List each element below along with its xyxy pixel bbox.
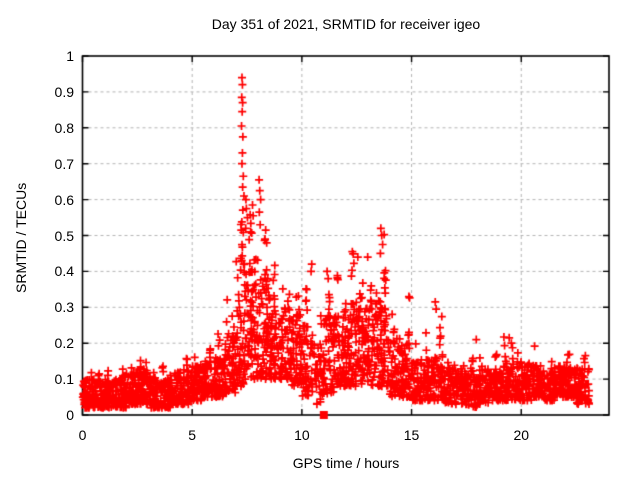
y-tick-label: 1 (66, 48, 74, 64)
y-tick-label: 0.8 (54, 119, 74, 136)
y-tick-label: 0.6 (54, 191, 74, 208)
x-axis-label: GPS time / hours (292, 455, 400, 471)
y-tick-label: 0.2 (54, 335, 74, 352)
y-tick-label: 0.5 (54, 227, 74, 244)
y-tick-label: 0.9 (54, 83, 74, 100)
y-tick-label: 0.1 (54, 371, 74, 388)
y-tick-label: 0.7 (54, 155, 74, 172)
y-tick-label: 0.3 (54, 299, 74, 316)
x-tick-label: 10 (294, 427, 310, 443)
x-tick-label: 5 (188, 427, 197, 443)
y-tick-label: 0 (66, 407, 74, 423)
chart-title: Day 351 of 2021, SRMTID for receiver ige… (211, 16, 481, 32)
x-tick-label: 0 (78, 427, 87, 443)
y-axis-label: SRMTID / TECUs (13, 182, 29, 293)
x-tick-label: 15 (403, 427, 420, 443)
y-tick-label: 0.4 (54, 263, 74, 280)
x-tick-label: 20 (513, 427, 530, 443)
